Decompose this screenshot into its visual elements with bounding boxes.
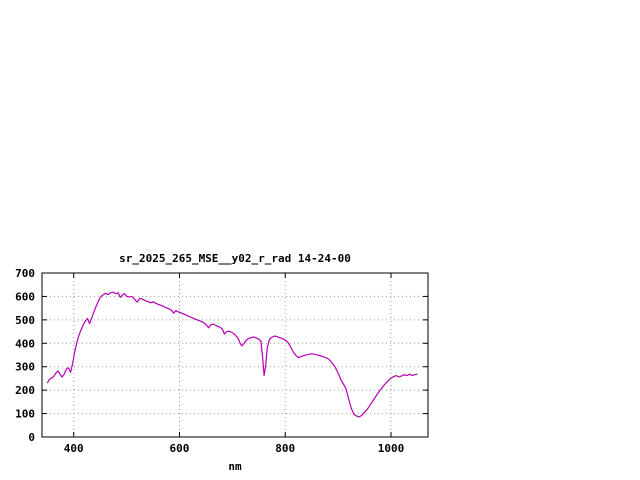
x-tick-label: 400: [64, 442, 84, 455]
y-tick-label: 600: [15, 290, 35, 303]
y-tick-label: 0: [28, 431, 35, 444]
data-line-series: [46, 291, 418, 418]
x-tick-label: 1000: [378, 442, 405, 455]
plot-border: [41, 272, 429, 438]
chart-layers: 0 100 200 300 400 500 600 700 400 600 800 1000: [15, 267, 429, 455]
y-tick-label: 700: [15, 267, 35, 280]
x-tick-label: 600: [170, 442, 190, 455]
x-tick-label: 800: [275, 442, 295, 455]
x-axis-label: nm: [228, 460, 242, 473]
y-tick-label: 100: [15, 408, 35, 421]
y-tick-label: 500: [15, 314, 35, 327]
y-tick-label: 200: [15, 384, 35, 397]
y-tick-label: 400: [15, 337, 35, 350]
y-tick-label: 300: [15, 361, 35, 374]
chart-title: sr_2025_265_MSE__y02_r_rad 14-24-00: [119, 252, 351, 265]
